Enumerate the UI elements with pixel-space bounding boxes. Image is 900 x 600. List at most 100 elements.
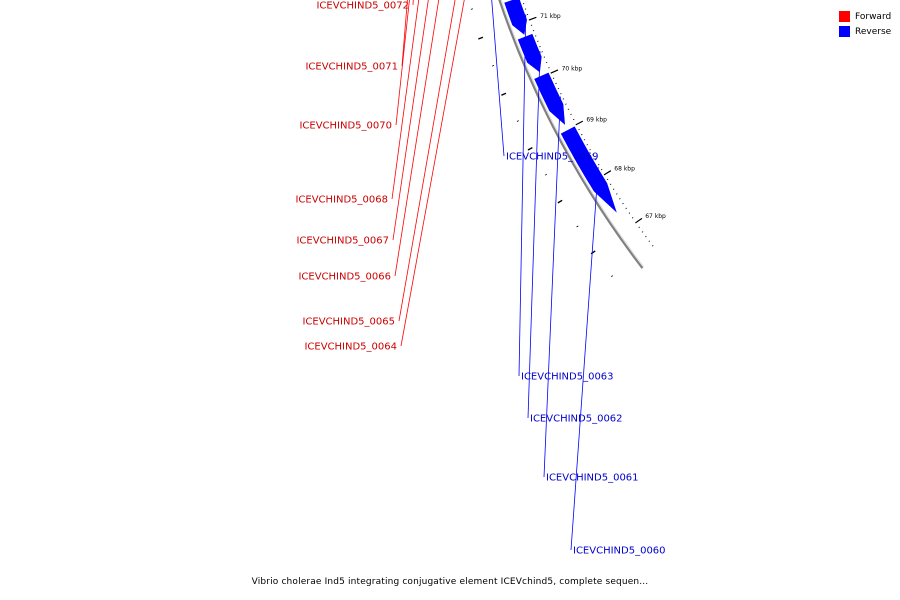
gene-label: ICEVCHIND5_0063 <box>521 372 614 383</box>
backbone-highlight <box>500 0 645 268</box>
outer-tick <box>492 65 495 67</box>
minor-tick <box>641 231 644 233</box>
gene-label: ICEVCHIND5_0066 <box>298 272 391 283</box>
tick-label: 69 kbp <box>586 116 607 123</box>
minor-tick <box>586 144 589 146</box>
minor-tick <box>589 149 591 151</box>
minor-tick <box>638 226 640 228</box>
kbp-ticks: 77 kbp76 kbp75 kbp74 kbp73 kbp72 kbp71 k… <box>470 3 666 278</box>
minor-tick <box>645 235 647 238</box>
minor-tick <box>555 82 557 85</box>
sequence-backbone <box>498 0 645 269</box>
minor-tick <box>565 103 567 105</box>
minor-tick <box>557 87 560 90</box>
minor-tick <box>609 183 612 185</box>
tick-label: 68 kbp <box>614 166 635 173</box>
leader-line <box>395 0 410 126</box>
minor-tick <box>600 168 603 171</box>
gene-arrow <box>534 72 566 125</box>
minor-tick <box>628 212 631 214</box>
leader-line <box>391 0 420 200</box>
legend-item-reverse: Reverse <box>839 24 891 39</box>
minor-tick <box>648 240 651 242</box>
outer-tick <box>501 92 507 96</box>
gene-label: ICEVCHIND5_0060 <box>573 546 666 557</box>
tick-label: 71 kbp <box>540 13 561 20</box>
leader-line <box>401 0 408 67</box>
outer-tick <box>557 199 563 204</box>
gene-arrow <box>504 0 527 35</box>
minor-tick <box>541 51 543 53</box>
legend: Forward Reverse <box>839 9 891 39</box>
leader-line <box>491 0 505 157</box>
outer-tick <box>478 36 484 40</box>
leader-line <box>398 0 456 322</box>
minor-tick <box>597 163 600 166</box>
gene-label: ICEVCHIND5_0065 <box>302 317 395 328</box>
major-tick <box>550 69 559 74</box>
gene-label: ICEVCHIND5_0071 <box>305 62 398 73</box>
leader-line <box>400 0 465 347</box>
gene-labels: ICEVCHIND5_0072 ICEVCHIND5_0071 ICEVCHIND5… <box>295 0 666 557</box>
minor-tick <box>567 108 570 110</box>
major-tick <box>575 120 584 126</box>
gene-label: ICEVCHIND5_0062 <box>530 414 623 425</box>
gene-arrow <box>560 126 617 213</box>
gene-label: ICEVCHIND5_0070 <box>299 121 392 132</box>
leader-line <box>527 51 541 419</box>
leader-line <box>543 96 561 478</box>
minor-tick <box>552 77 555 79</box>
backbone-arc <box>498 0 644 269</box>
outer-tick <box>516 120 519 122</box>
tick-label: 70 kbp <box>562 65 583 72</box>
forward-swatch <box>839 11 850 22</box>
gene-label: ICEVCHIND5_0069 <box>506 152 599 163</box>
minor-tick <box>583 139 586 141</box>
major-tick <box>603 170 612 176</box>
gene-label: ICEVCHIND5_0072 <box>316 1 409 12</box>
legend-label-forward: Forward <box>855 11 892 22</box>
minor-tick <box>619 198 621 200</box>
major-tick <box>635 217 643 224</box>
minor-tick <box>631 217 634 219</box>
minor-tick <box>570 113 572 116</box>
minor-tick <box>580 134 583 136</box>
gene-features <box>504 0 617 213</box>
outer-tick <box>527 147 533 151</box>
minor-tick <box>612 188 615 190</box>
leader-line <box>570 167 599 551</box>
outer-tick <box>544 173 548 176</box>
gene-label: ICEVCHIND5_0061 <box>546 473 639 484</box>
leader-line <box>518 14 527 377</box>
leader-line <box>394 0 440 277</box>
minor-tick <box>606 178 609 181</box>
minor-tick <box>545 61 548 64</box>
leader-line <box>392 0 429 241</box>
map-caption: Vibrio cholerae Ind5 integrating conjuga… <box>251 577 649 587</box>
minor-tick <box>592 154 594 156</box>
outer-tick <box>576 225 579 228</box>
gene-label: ICEVCHIND5_0067 <box>296 236 389 247</box>
minor-tick <box>543 56 546 58</box>
gene-label: ICEVCHIND5_0064 <box>304 342 397 353</box>
minor-tick <box>548 67 550 69</box>
gene-label: ICEVCHIND5_0068 <box>295 195 388 206</box>
tick-label: 67 kbp <box>645 213 666 220</box>
minor-tick <box>572 118 575 121</box>
outer-tick <box>611 275 614 278</box>
minor-tick <box>651 245 654 247</box>
outer-tick <box>590 250 596 255</box>
gene-arrow <box>517 33 542 73</box>
minor-tick <box>625 207 627 210</box>
minor-tick <box>562 98 565 100</box>
outer-tick <box>470 8 473 10</box>
minor-tick <box>595 159 597 161</box>
major-tick <box>528 16 537 21</box>
legend-label-reverse: Reverse <box>855 26 892 37</box>
minor-tick <box>622 202 624 205</box>
minor-tick <box>578 128 580 131</box>
minor-tick <box>615 193 618 195</box>
reverse-swatch <box>839 26 850 37</box>
minor-tick <box>560 93 562 95</box>
